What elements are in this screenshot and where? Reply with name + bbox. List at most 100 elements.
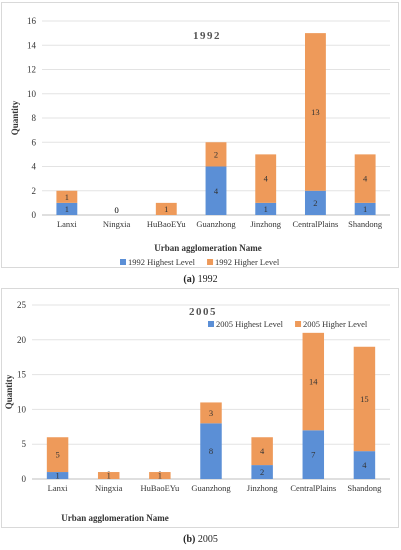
category-label: Ningxia: [103, 219, 131, 229]
y-tick-label: 0: [22, 474, 27, 484]
bar-segment: [200, 402, 222, 424]
category-label: Shandong: [348, 219, 383, 229]
data-label: 4: [260, 446, 265, 456]
bar-segment: [46, 472, 69, 479]
bar-segment: [353, 451, 376, 479]
y-axis-label: Quantity: [10, 100, 20, 135]
chart-panel-1992: 0 2 4 6 8 10 12 14 16 1992 Quantity 1 1 Lanxi 0 0 Ningxi…: [1, 2, 399, 268]
chart-title: 1992: [193, 30, 221, 42]
legend-label: 2005 Highest Level: [216, 319, 284, 329]
data-label: 1: [107, 471, 111, 481]
data-label: 4: [363, 174, 368, 184]
data-label: 1: [264, 204, 268, 214]
y-tick-label: 12: [27, 65, 36, 75]
data-label: 1: [65, 192, 69, 202]
bar-segment: [304, 33, 326, 191]
data-label: 0: [114, 205, 118, 215]
bar-segment: [56, 190, 78, 203]
category-label: Guanzhong: [191, 483, 231, 493]
legend-swatch: [295, 321, 302, 327]
category-label: HuBaoEYu: [147, 219, 186, 229]
y-tick-label: 8: [32, 113, 37, 123]
data-label: 8: [209, 446, 213, 456]
y-tick-label: 4: [32, 162, 37, 172]
bar-segment: [200, 423, 222, 479]
data-label: 14: [309, 377, 318, 387]
y-tick-label: 15: [17, 370, 27, 380]
y-axis-label: Quantity: [4, 374, 14, 409]
data-label: 0: [114, 205, 118, 215]
data-label: 2: [260, 467, 264, 477]
data-label: 4: [214, 186, 219, 196]
y-tick-label: 14: [27, 40, 37, 50]
legend-swatch: [207, 259, 214, 265]
caption-b-text: 2005: [197, 534, 218, 545]
bar-segment: [304, 190, 326, 215]
y-tick-label: 10: [27, 89, 37, 99]
bar-segment: [155, 202, 177, 215]
legend-swatch: [208, 321, 214, 327]
bar-segment: [302, 332, 325, 431]
bar-segment: [205, 142, 227, 167]
caption-b: (b) 2005: [0, 534, 401, 545]
legend-label: 1992 Highest Level: [128, 257, 196, 267]
category-label: Lanxi: [57, 219, 77, 229]
category-label: Jinzhong: [250, 219, 281, 229]
caption-a-text: 1992: [197, 274, 218, 285]
y-tick-label: 10: [17, 404, 27, 414]
bar-segment: [149, 472, 171, 479]
category-label: CentralPlains: [290, 483, 336, 493]
data-label: 4: [362, 460, 367, 470]
bar-segment: [251, 465, 273, 479]
caption-a-letter: (a): [183, 274, 196, 285]
bar-segment: [97, 472, 120, 479]
legend-label: 2005 Higher Level: [303, 319, 368, 329]
legend-swatch: [120, 259, 126, 265]
category-label: Jinzhong: [247, 483, 278, 493]
data-label: 2: [313, 198, 317, 208]
data-label: 1: [55, 471, 59, 481]
data-label: 7: [311, 450, 315, 460]
bar-segment: [255, 202, 277, 215]
bar-segment: [56, 202, 78, 215]
bar-segment: [353, 346, 376, 452]
caption-a: (a) 1992: [0, 274, 401, 285]
category-label: Ningxia: [95, 483, 123, 493]
data-label: 3: [209, 408, 213, 418]
bar-segment: [205, 166, 227, 215]
y-tick-label: 16: [27, 16, 37, 26]
data-label: 13: [311, 107, 320, 117]
category-label: Shandong: [347, 483, 382, 493]
data-label: 4: [264, 174, 269, 184]
bar-segment: [255, 154, 277, 203]
chart-1992: 02468101214161992Quantity11Lanxi00Ningxi…: [10, 16, 390, 267]
x-axis-label: Urban agglomeration Name: [61, 513, 169, 523]
bar-segment: [354, 202, 376, 215]
caption-b-letter: (b): [183, 534, 196, 545]
chart-title: 2005: [189, 306, 217, 318]
bar-segment: [251, 437, 273, 466]
y-tick-label: 25: [17, 300, 27, 310]
data-label: 1: [164, 204, 168, 214]
data-label: 15: [360, 394, 369, 404]
category-label: HuBaoEYu: [140, 483, 179, 493]
data-label: 1: [158, 471, 162, 481]
x-axis-label: Urban agglomeration Name: [154, 243, 262, 253]
bar-segment: [354, 154, 376, 203]
category-label: Lanxi: [48, 483, 68, 493]
legend-label: 1992 Higher Level: [215, 257, 280, 267]
bar-segment: [46, 437, 69, 473]
y-tick-label: 20: [17, 335, 27, 345]
y-tick-label: 5: [22, 439, 27, 449]
y-tick-label: 0: [32, 210, 37, 220]
category-label: Guanzhong: [196, 219, 236, 229]
data-label: 5: [55, 450, 59, 460]
category-label: CentralPlains: [293, 219, 339, 229]
data-label: 1: [363, 204, 367, 214]
bar-segment: [302, 430, 325, 479]
data-label: 1: [65, 204, 69, 214]
y-tick-label: 6: [32, 137, 37, 147]
chart-2005: 05101520252005Quantity15Lanxi01Ningxia01…: [4, 300, 390, 523]
chart-panel-2005: 05101520252005Quantity15Lanxi01Ningxia01…: [1, 288, 399, 528]
data-label: 2: [214, 149, 218, 159]
